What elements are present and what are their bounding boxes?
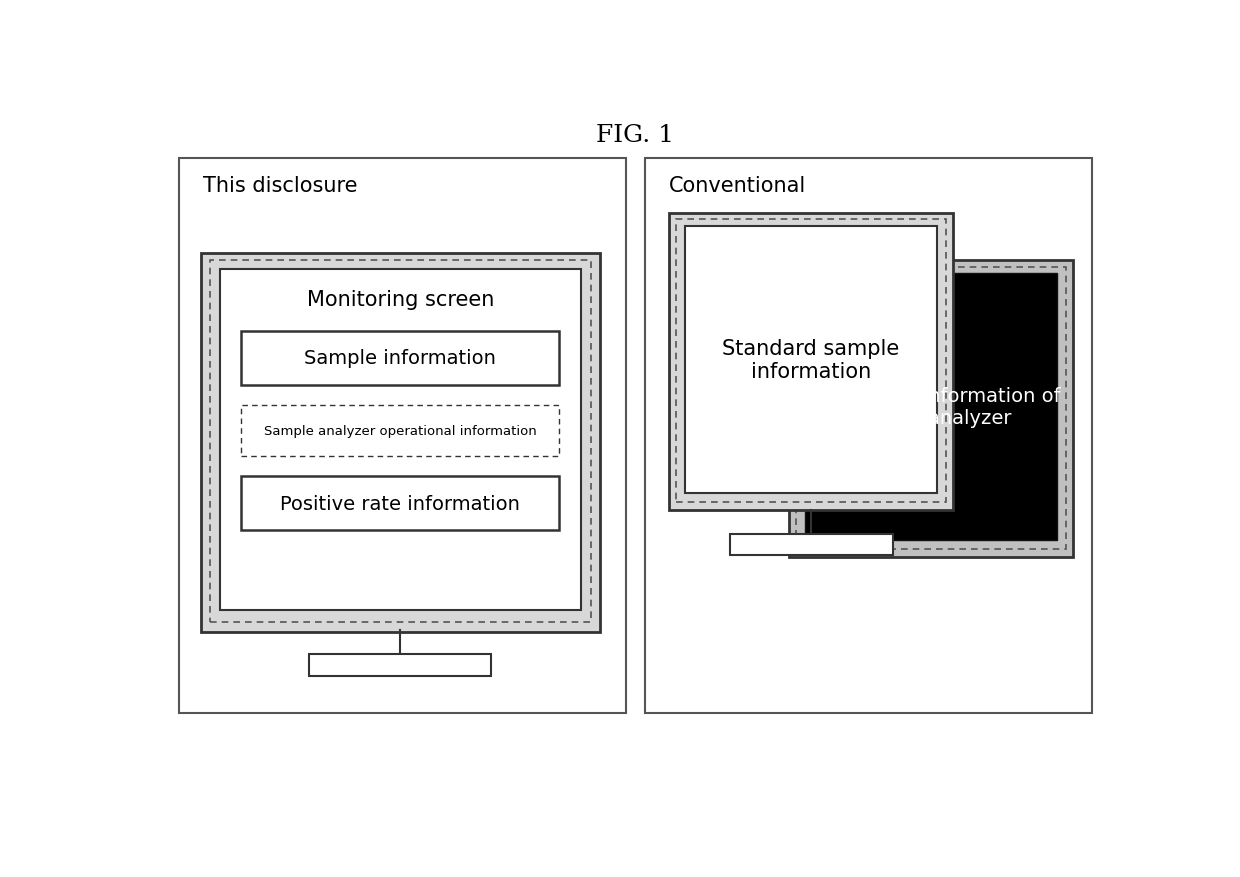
Text: This disclosure: This disclosure xyxy=(203,176,357,196)
Bar xyxy=(670,213,952,510)
Text: Sample information: Sample information xyxy=(304,349,496,368)
Bar xyxy=(242,477,559,531)
Bar xyxy=(796,267,1066,550)
Bar xyxy=(221,269,580,610)
Bar xyxy=(676,220,946,503)
Text: Positive rate information: Positive rate information xyxy=(280,494,520,513)
Bar xyxy=(210,260,591,622)
Bar xyxy=(201,253,600,632)
Bar xyxy=(684,227,937,494)
Bar xyxy=(309,654,491,676)
Bar xyxy=(729,534,893,556)
Bar xyxy=(242,332,559,386)
Bar xyxy=(645,160,1092,713)
Bar xyxy=(789,260,1073,558)
Bar xyxy=(242,406,559,456)
Text: Standard sample
information: Standard sample information xyxy=(722,339,899,381)
Text: Operational information of
sample analyzer: Operational information of sample analyz… xyxy=(802,387,1060,428)
Text: Sample analyzer operational information: Sample analyzer operational information xyxy=(264,424,537,438)
Text: Conventional: Conventional xyxy=(670,176,806,196)
Text: FIG. 1: FIG. 1 xyxy=(596,125,675,147)
Text: Monitoring screen: Monitoring screen xyxy=(306,289,495,310)
Bar xyxy=(805,274,1058,541)
Bar xyxy=(179,160,626,713)
